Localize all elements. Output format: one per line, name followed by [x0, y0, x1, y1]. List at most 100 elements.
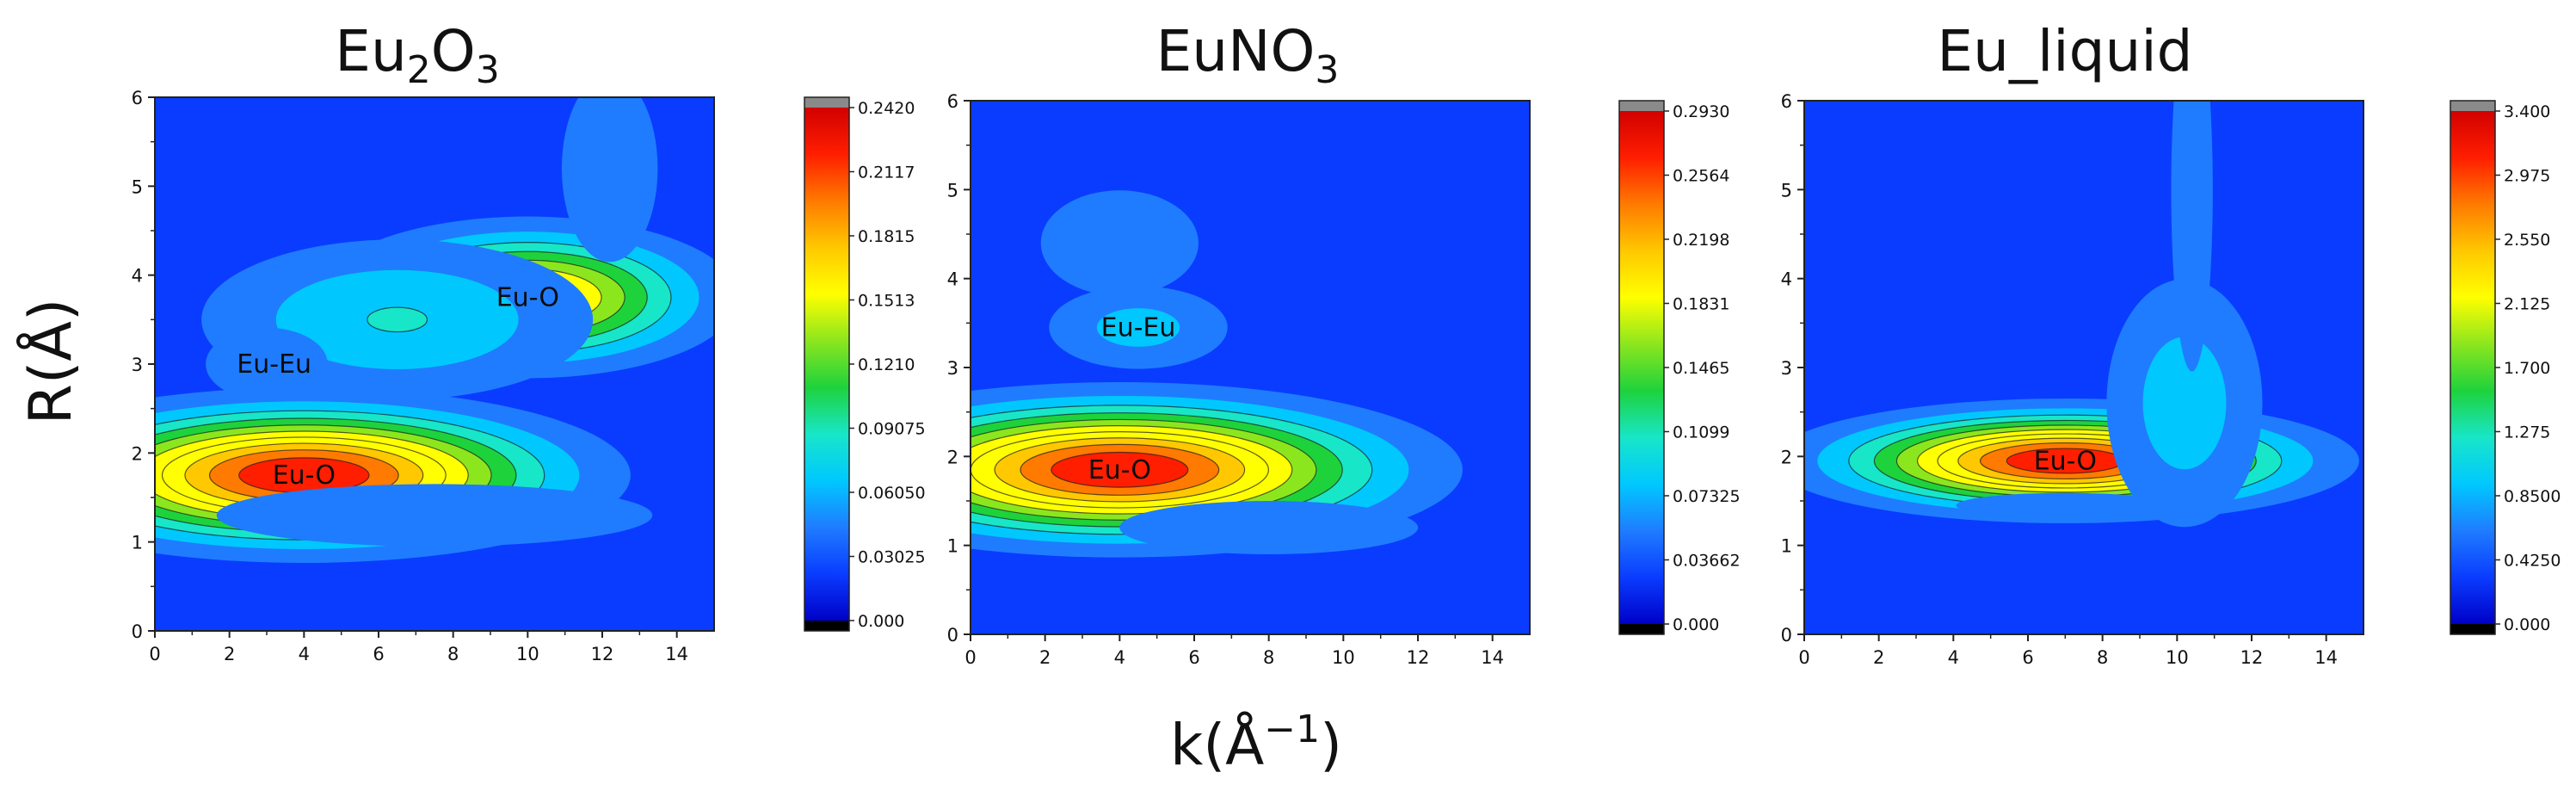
y-tick-label: 3 — [1781, 358, 1792, 379]
y-tick-label: 2 — [132, 443, 143, 464]
x-axis-title: k(Å−1) — [1170, 707, 1342, 778]
heatmap-field — [971, 101, 1530, 634]
contour-level — [2171, 101, 2213, 372]
x-tick-label: 4 — [299, 644, 310, 664]
x-tick-label: 10 — [2166, 647, 2189, 668]
contour-level — [216, 484, 653, 547]
heatmap-eu2o3: 0 2 4 6 8 10 12 140123456Eu-OEu-OEu-Eu0.0000.03… — [132, 88, 926, 664]
heatmap-field — [1804, 101, 2363, 634]
colorbar-tick-label: 0.000 — [858, 612, 904, 631]
colorbar-tick-label: 0.1815 — [858, 227, 915, 246]
peak-label: Eu-O — [1088, 455, 1151, 485]
colorbar-tick-label: 0.8500 — [2504, 487, 2561, 506]
peak-label: Eu-Eu — [237, 349, 311, 380]
y-tick-label: 4 — [132, 266, 143, 287]
y-axis-title: R(Å) — [15, 299, 85, 425]
peak-label: Eu-O — [2034, 447, 2097, 477]
colorbar-gradient — [2450, 111, 2495, 624]
colorbar-over-cap — [2450, 101, 2495, 111]
panel-eu-liquid: Eu_liquid 0 2 4 6 8 10 12 140123456Eu-O0.0000.4… — [1781, 18, 2561, 668]
heatmap-background — [1804, 101, 2363, 634]
x-tick-label: 14 — [2314, 647, 2338, 668]
y-tick-label: 1 — [1781, 536, 1792, 557]
y-tick-label: 5 — [132, 176, 143, 197]
x-tick-label: 6 — [1188, 647, 1199, 668]
y-tick-label: 2 — [1781, 447, 1792, 467]
colorbar-tick-label: 0.2117 — [858, 164, 915, 182]
y-tick-label: 0 — [1781, 625, 1792, 646]
x-tick-label: 2 — [224, 644, 235, 664]
y-tick-label: 6 — [132, 88, 143, 108]
x-tick-label: 12 — [1407, 647, 1430, 668]
heatmap-euno3: 0 2 4 6 8 10 12 140123456Eu-OEu-Eu0.0000.036620… — [947, 91, 1741, 668]
x-tick-label: 10 — [1332, 647, 1355, 668]
contour-level — [1051, 451, 1189, 488]
panel-title-euno3: EuNO3 — [1156, 18, 1340, 92]
colorbar-tick-label: 0.1099 — [1673, 423, 1729, 442]
y-tick-label: 4 — [1781, 269, 1792, 290]
colorbar-tick-label: 2.125 — [2504, 295, 2550, 314]
contour-level — [367, 306, 428, 333]
panel-euno3: EuNO3 0 2 4 6 8 10 12 140123456Eu-OEu-Eu0.0000.… — [947, 18, 1741, 668]
x-tick-label: 0 — [149, 644, 160, 664]
x-tick-label: 2 — [1039, 647, 1051, 668]
y-tick-label: 6 — [1781, 91, 1792, 112]
x-tick-label: 6 — [373, 644, 384, 664]
colorbar-tick-label: 0.000 — [2504, 615, 2550, 634]
peak-label: Eu-O — [273, 460, 336, 491]
panel-title-eu2o3: Eu2O3 — [335, 18, 499, 92]
contour-level — [1956, 492, 2174, 518]
y-tick-label: 2 — [947, 447, 958, 467]
colorbar-tick-label: 0.06050 — [858, 484, 926, 503]
y-tick-label: 6 — [947, 91, 958, 112]
contour-level — [561, 97, 658, 263]
x-tick-label: 8 — [1263, 647, 1274, 668]
contour-level — [2142, 337, 2227, 470]
colorbar: 0.000 0.03662 0.07325 0.1099 0.1465 0.1831 0.2… — [1618, 100, 1741, 635]
contour-level — [206, 327, 328, 401]
colorbar-tick-label: 0.1465 — [1673, 359, 1729, 378]
colorbar-tick-label: 0.03025 — [858, 548, 926, 567]
x-tick-label: 12 — [591, 644, 614, 664]
colorbar-tick-label: 0.000 — [1673, 615, 1719, 634]
x-tick-label: 14 — [1481, 647, 1504, 668]
colorbar-tick-label: 0.1831 — [1673, 295, 1729, 314]
y-tick-label: 1 — [947, 536, 958, 557]
colorbar-over-cap — [804, 97, 849, 108]
x-tick-label: 8 — [447, 644, 459, 664]
x-tick-label: 0 — [964, 647, 976, 668]
colorbar-gradient — [804, 108, 849, 621]
colorbar-tick-label: 0.09075 — [858, 420, 926, 439]
contour-level — [1119, 500, 1419, 555]
panel-eu2o3: Eu2O3 0 2 4 6 8 10 12 140123456Eu-OEu-OEu-Eu0.0… — [132, 18, 926, 664]
y-tick-label: 4 — [947, 269, 958, 290]
colorbar-tick-label: 0.1513 — [858, 292, 915, 311]
colorbar-under-cap — [1619, 624, 1664, 634]
x-tick-label: 14 — [665, 644, 688, 664]
peak-label: Eu-Eu — [1101, 313, 1176, 343]
colorbar-tick-label: 0.2930 — [1673, 102, 1729, 121]
y-tick-label: 3 — [132, 355, 143, 375]
y-tick-label: 0 — [132, 621, 143, 642]
x-tick-label: 12 — [2240, 647, 2264, 668]
x-tick-label: 6 — [2022, 647, 2033, 668]
contour-level — [1040, 190, 1199, 296]
y-tick-label: 1 — [132, 533, 143, 553]
colorbar-tick-label: 0.1210 — [858, 355, 915, 374]
colorbar-tick-label: 0.03662 — [1673, 552, 1741, 571]
x-tick-label: 4 — [1948, 647, 1959, 668]
heatmap-field — [155, 97, 714, 631]
colorbar: 0.000 0.03025 0.06050 0.09075 0.1210 0.1513 0.… — [804, 96, 926, 632]
y-tick-label: 3 — [947, 358, 958, 379]
panel-title-eu-liquid: Eu_liquid — [1937, 18, 2192, 84]
x-tick-label: 10 — [516, 644, 539, 664]
colorbar-tick-label: 0.2564 — [1673, 167, 1729, 186]
x-tick-label: 4 — [1114, 647, 1125, 668]
colorbar-tick-label: 1.700 — [2504, 359, 2550, 378]
y-tick-label: 5 — [1781, 180, 1792, 201]
colorbar-tick-label: 0.4250 — [2504, 552, 2561, 571]
colorbar-tick-label: 2.975 — [2504, 167, 2550, 186]
colorbar-tick-label: 3.400 — [2504, 102, 2550, 121]
